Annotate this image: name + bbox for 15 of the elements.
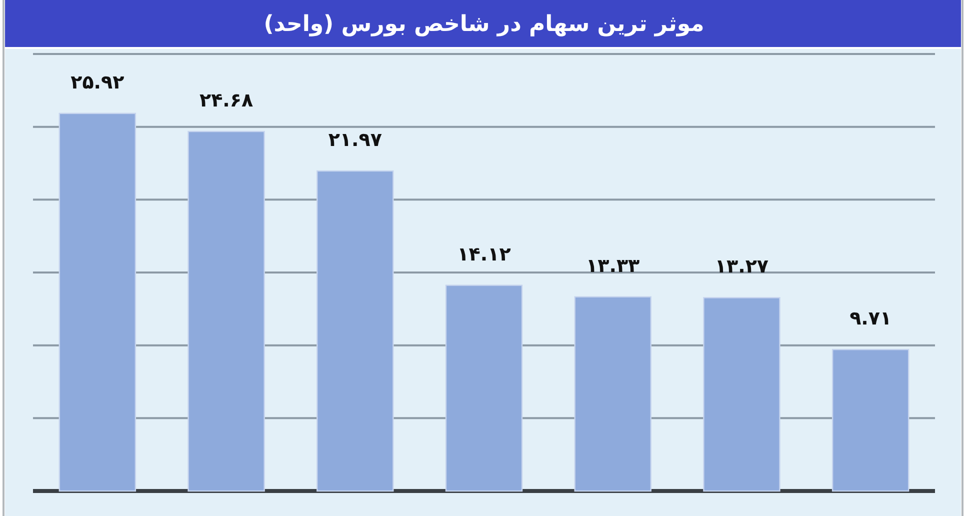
data-label: ۲۱.۹۷ bbox=[328, 128, 382, 151]
bar bbox=[574, 296, 652, 492]
chart-title: موثر ترین سهام در شاخص بورس (واحد) bbox=[264, 12, 704, 37]
bar bbox=[316, 170, 394, 492]
bar bbox=[703, 297, 780, 492]
data-label: ۱۳.۳۳ bbox=[586, 254, 640, 277]
bar bbox=[58, 112, 136, 492]
bar bbox=[832, 348, 910, 492]
data-label: ۲۵.۹۲ bbox=[70, 71, 125, 94]
bar bbox=[445, 284, 523, 492]
bar bbox=[188, 130, 265, 492]
data-label: ۱۳.۲۷ bbox=[714, 256, 769, 278]
data-label: ۲۴.۶۸ bbox=[199, 89, 254, 112]
data-label: ۹.۷۱ bbox=[850, 308, 892, 330]
data-label: ۱۴.۱۲ bbox=[457, 243, 512, 266]
